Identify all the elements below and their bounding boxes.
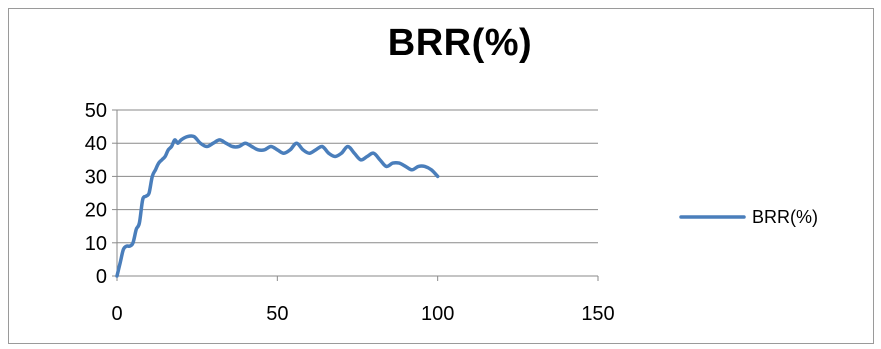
y-tick-label-0: 0 <box>96 266 107 288</box>
x-tick-label-100: 100 <box>421 303 454 325</box>
legend-label-0: BRR(%) <box>752 207 818 227</box>
y-tick-label-20: 20 <box>85 200 107 222</box>
tick-labels: 0 10 20 30 40 50 0 50 100 150 <box>85 100 615 325</box>
y-tick-label-10: 10 <box>85 233 107 255</box>
series-layer <box>115 134 440 278</box>
chart-title: BRR(%) <box>387 22 533 64</box>
x-tick-label-150: 150 <box>581 303 614 325</box>
x-tick-label-50: 50 <box>266 303 288 325</box>
y-tick-label-50: 50 <box>85 100 107 122</box>
y-tick-label-30: 30 <box>85 166 107 188</box>
series-line-0 <box>115 134 440 278</box>
legend: BRR(%) <box>679 207 818 227</box>
x-tick-label-0: 0 <box>111 303 122 325</box>
axes <box>112 109 599 281</box>
grid-lines <box>117 109 598 244</box>
y-tick-label-40: 40 <box>85 133 107 155</box>
